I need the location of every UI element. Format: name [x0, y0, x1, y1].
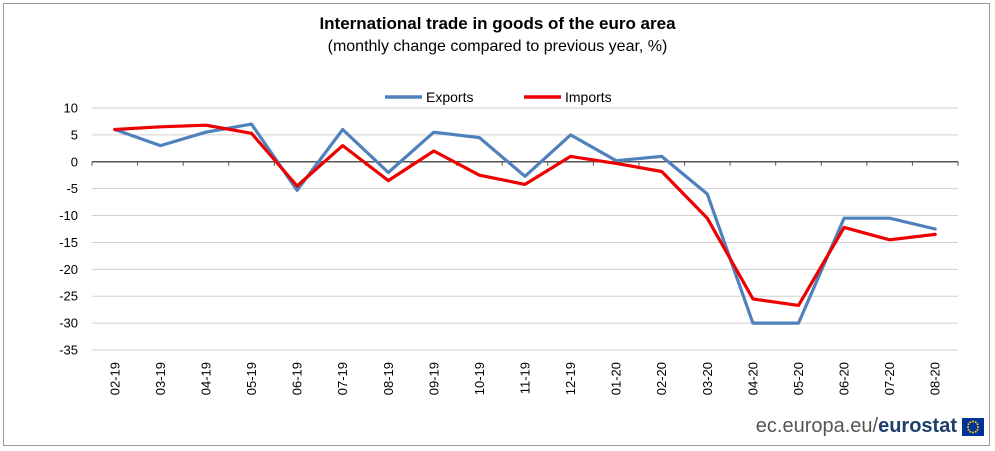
chart-subtitle: (monthly change compared to previous yea… — [327, 38, 668, 55]
y-tick-label: 0 — [71, 154, 78, 169]
x-tick-label: 08-19 — [381, 362, 396, 395]
y-tick-label: 10 — [64, 101, 78, 116]
x-tick-label: 08-20 — [928, 362, 943, 395]
x-tick-label: 02-19 — [107, 362, 122, 395]
x-tick-label: 07-20 — [882, 362, 897, 395]
x-tick-label: 09-19 — [426, 362, 441, 395]
x-tick-label: 12-19 — [563, 362, 578, 395]
x-tick-label: 02-20 — [654, 362, 669, 395]
legend-label-exports: Exports — [426, 89, 473, 105]
x-tick-label: 11-19 — [518, 362, 533, 394]
y-tick-label: -35 — [59, 343, 78, 358]
x-tick-label: 06-19 — [290, 362, 305, 395]
x-tick-label: 04-19 — [198, 362, 213, 395]
chart-frame — [3, 3, 990, 446]
y-tick-label: 5 — [71, 127, 78, 142]
footer-brand: eurostat — [878, 415, 957, 437]
y-tick-label: -30 — [59, 316, 78, 331]
x-tick-label: 10-19 — [472, 362, 487, 395]
series-line-exports — [113, 122, 937, 325]
y-tick-label: -10 — [59, 208, 78, 223]
x-tick-label: 07-19 — [335, 362, 350, 395]
x-tick-label: 05-19 — [244, 362, 259, 395]
footer-site: ec.europa.eu/ — [755, 415, 879, 437]
y-tick-label: -20 — [59, 262, 78, 277]
x-tick-label: 04-20 — [745, 362, 760, 395]
legend-label-imports: Imports — [565, 89, 612, 105]
y-tick-label: -15 — [59, 235, 78, 250]
x-tick-label: 03-20 — [700, 362, 715, 395]
y-tick-label: -25 — [59, 289, 78, 304]
x-tick-label: 06-20 — [837, 362, 852, 395]
x-tick-label: 01-20 — [609, 362, 624, 395]
y-tick-label: -5 — [66, 181, 78, 196]
x-tick-label: 05-20 — [791, 362, 806, 395]
footer-source: ec.europa.eu/eurostat — [756, 415, 957, 438]
x-tick-label: 03-19 — [153, 362, 168, 395]
eu-flag-icon — [962, 418, 984, 436]
chart-title: International trade in goods of the euro… — [319, 14, 676, 33]
